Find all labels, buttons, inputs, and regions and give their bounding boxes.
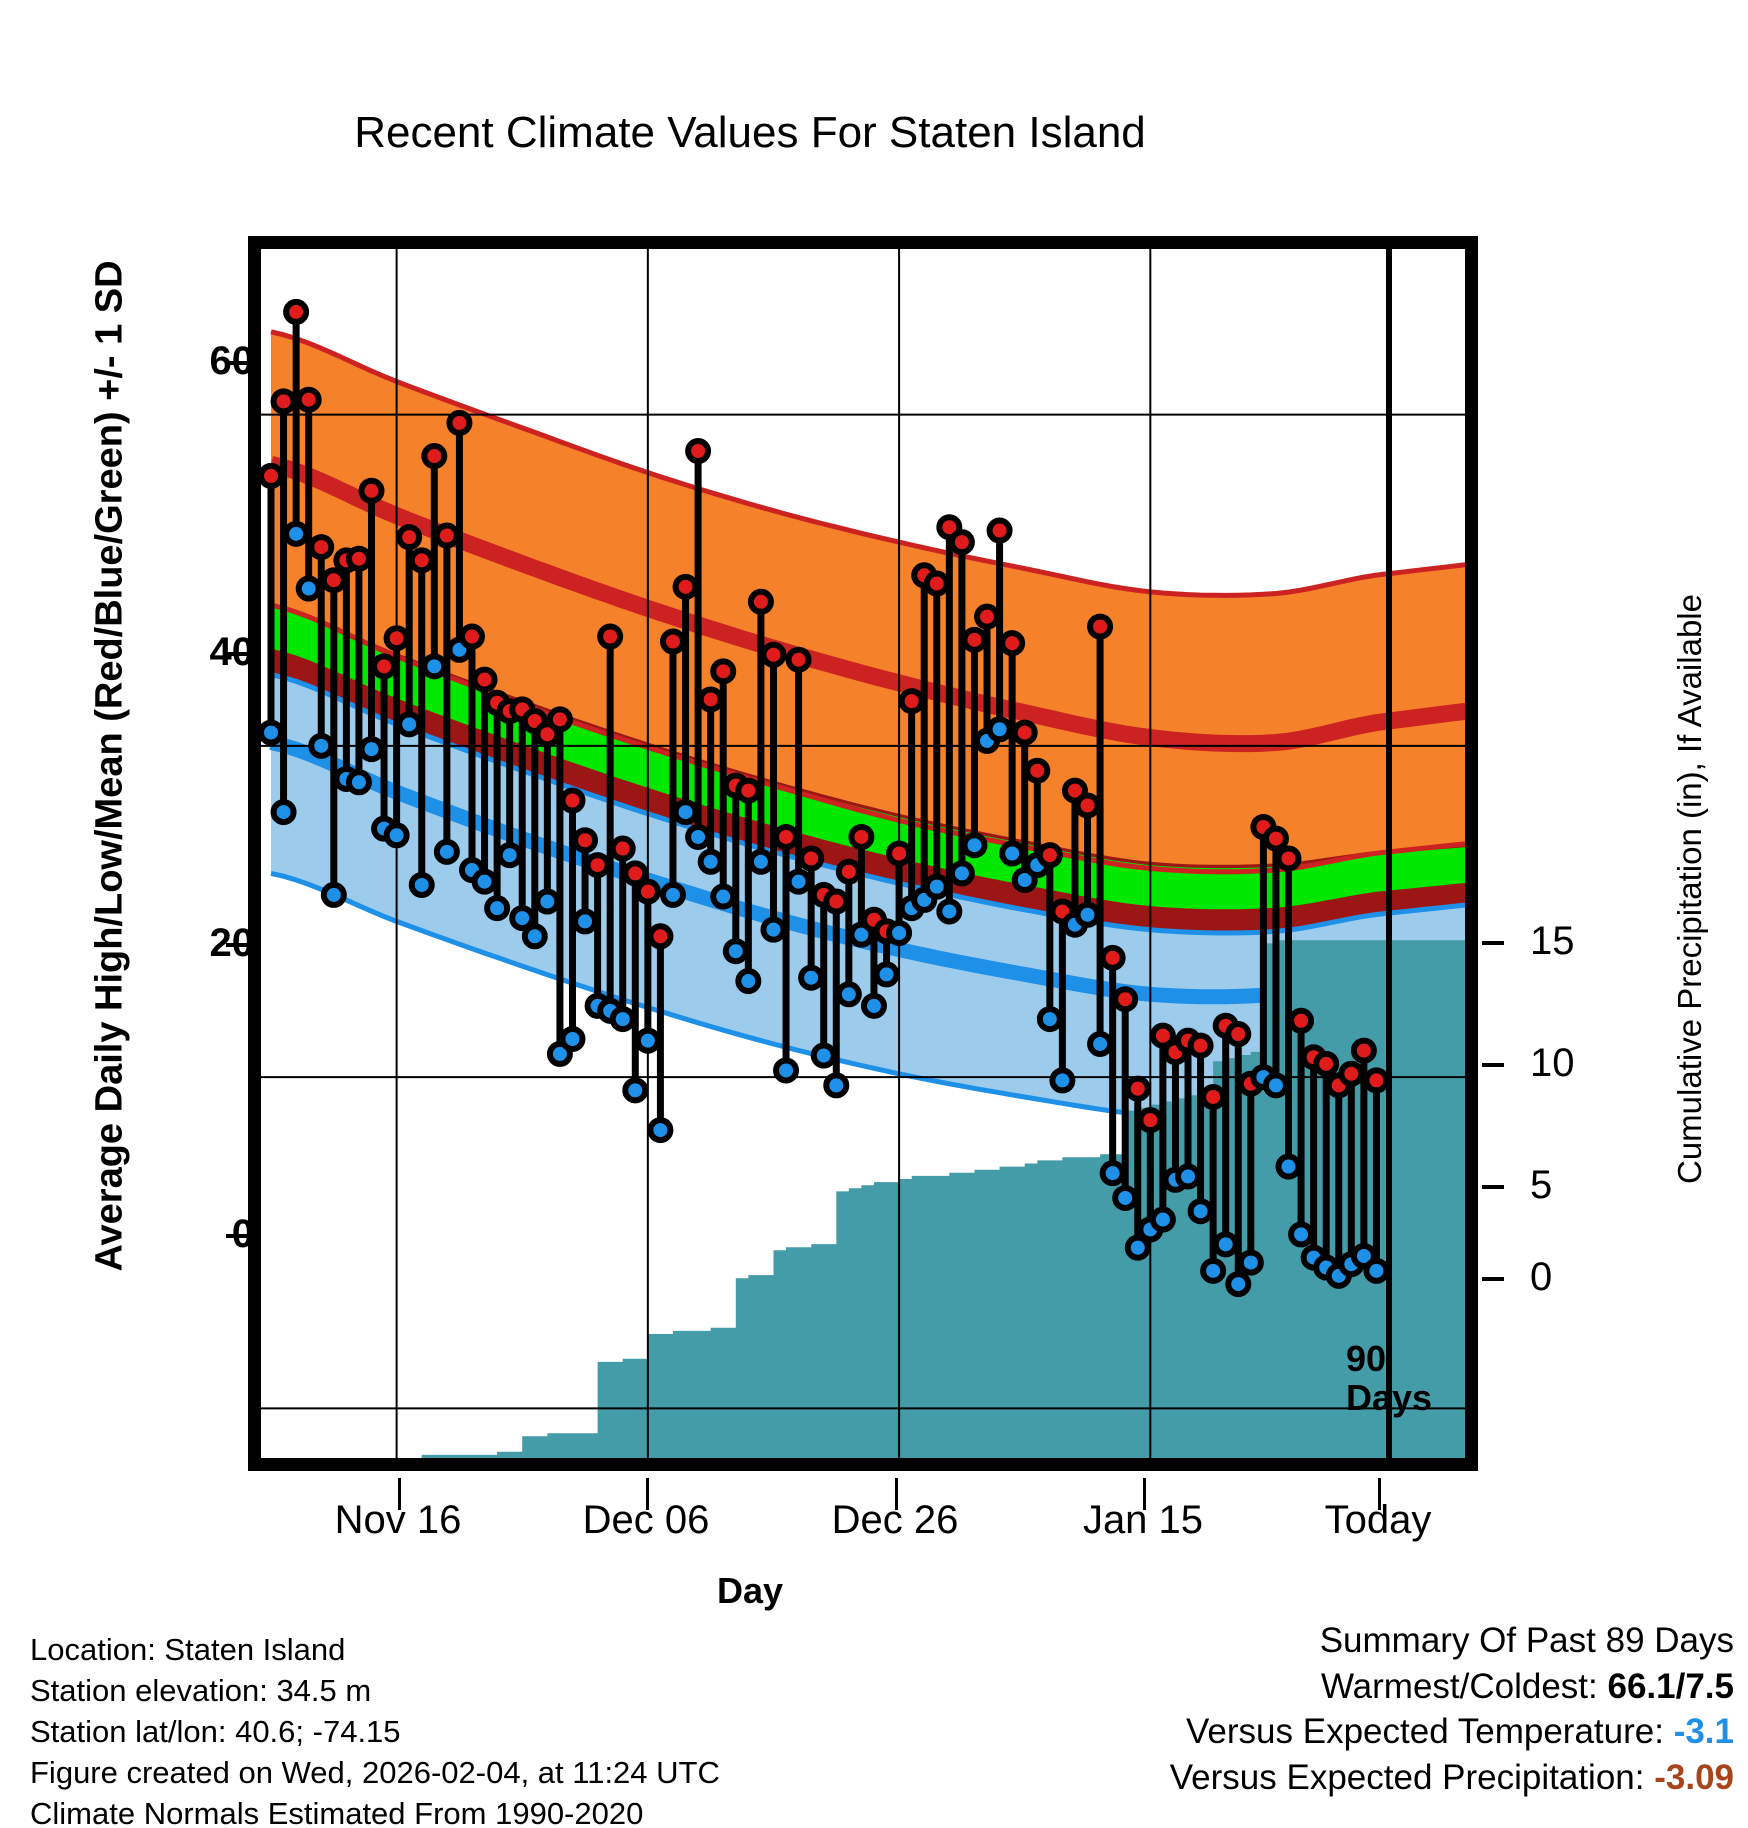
daily-observation-stems — [267, 311, 1380, 1285]
x-tick-label-jan15: Jan 15 — [1082, 1498, 1204, 1542]
x-tick-mark-dec26 — [895, 1478, 898, 1510]
y-tick-right-15: 15 — [1530, 919, 1575, 963]
summary-temp-row: Versus Expected Temperature: -3.1 — [1170, 1709, 1734, 1755]
days-annotation-line1: 90 — [1346, 1338, 1387, 1379]
y-tick-mark-right-0 — [1482, 1277, 1504, 1281]
plot-area[interactable] — [248, 236, 1478, 1471]
summary-temp-label: Versus Expected Temperature: — [1186, 1712, 1664, 1751]
y-tick-mark-left-60 — [226, 361, 248, 365]
y-tick-mark-right-5 — [1482, 1185, 1504, 1189]
summary-precip-row: Versus Expected Precipitation: -3.09 — [1170, 1755, 1734, 1801]
y-tick-right-0: 0 — [1530, 1255, 1553, 1299]
footer-normals: Climate Normals Estimated From 1990-2020 — [30, 1795, 644, 1828]
y-tick-mark-left-40 — [226, 652, 248, 656]
footer-elevation: Station elevation: 34.5 m — [30, 1672, 372, 1708]
summary-warmest-coldest-label: Warmest/Coldest: — [1320, 1666, 1598, 1706]
x-tick-label-dec06: Dec 06 — [582, 1498, 710, 1542]
mean-normal-band-green — [271, 606, 1465, 910]
y-axis-left-label: Average Daily High/Low/Mean (Red/Blue/Gr… — [88, 260, 131, 1272]
mean-normal-band-sd — [271, 603, 1465, 933]
y-tick-mark-right-10 — [1482, 1063, 1504, 1067]
footer-created: Figure created on Wed, 2026-02-04, at 11… — [30, 1754, 720, 1790]
summary-temp-value: -3.1 — [1673, 1712, 1734, 1751]
y-axis-right-label: Cumulative Precipitation (in), If Availa… — [1671, 594, 1708, 1185]
low-normal-band — [271, 674, 1465, 1119]
x-tick-mark-today — [1378, 1478, 1381, 1510]
summary-warmest-coldest-row: Warmest/Coldest: 66.1/7.5 — [1170, 1664, 1734, 1710]
y-tick-mark-left-20 — [226, 943, 248, 947]
daily-observation-markers — [261, 298, 1390, 1298]
footer-latlon: Station lat/lon: 40.6; -74.15 — [30, 1713, 401, 1749]
page-title: Recent Climate Values For Staten Island — [354, 108, 1146, 157]
x-tick-label-dec26: Dec 26 — [831, 1498, 959, 1542]
y-tick-right-10: 10 — [1530, 1041, 1575, 1085]
summary-heading: Summary Of Past 89 Days — [1319, 1621, 1734, 1660]
x-axis-label: Day — [716, 1570, 784, 1611]
summary-precip-label: Versus Expected Precipitation: — [1169, 1757, 1645, 1797]
plot-inner — [261, 249, 1465, 1458]
x-tick-mark-dec06 — [646, 1478, 649, 1510]
footer-metadata: Location: Staten Island Station elevatio… — [30, 1630, 720, 1828]
y-tick-mark-right-15 — [1482, 941, 1504, 945]
summary-panel: Summary Of Past 89 Days Warmest/Coldest:… — [1170, 1618, 1734, 1800]
days-annotation: 90 Days — [1346, 1338, 1433, 1418]
x-tick-label-nov16: Nov 16 — [334, 1498, 462, 1542]
summary-warmest-coldest-value: 66.1/7.5 — [1607, 1666, 1735, 1706]
y-tick-right-5: 5 — [1530, 1163, 1553, 1207]
x-tick-label-today: Today — [1324, 1498, 1432, 1542]
x-tick-mark-jan15 — [1143, 1478, 1146, 1510]
x-tick-mark-nov16 — [398, 1478, 401, 1510]
summary-precip-value: -3.09 — [1654, 1757, 1734, 1797]
days-annotation-line2: Days — [1346, 1376, 1433, 1418]
cumulative-precipitation-area — [271, 940, 1465, 1458]
footer-location: Location: Staten Island — [30, 1632, 346, 1667]
climate-plot-svg — [261, 249, 1465, 1458]
y-tick-mark-left-0 — [226, 1234, 248, 1238]
